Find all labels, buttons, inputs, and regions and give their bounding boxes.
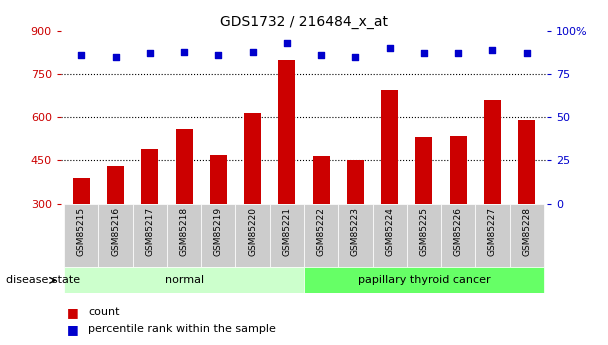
Text: ■: ■ — [67, 323, 78, 336]
FancyBboxPatch shape — [304, 204, 338, 267]
Bar — [141, 149, 159, 204]
Bar — [244, 113, 261, 204]
Point — [111, 54, 120, 60]
Text: GSM85221: GSM85221 — [282, 207, 291, 256]
Text: GSM85219: GSM85219 — [214, 207, 223, 256]
Bar — [415, 137, 432, 204]
Bar — [210, 155, 227, 204]
Point — [522, 51, 531, 56]
Text: GSM85224: GSM85224 — [385, 207, 394, 256]
Text: count: count — [88, 307, 120, 317]
Bar — [484, 100, 501, 204]
Point — [351, 54, 361, 60]
Bar — [107, 166, 124, 204]
Text: GSM85227: GSM85227 — [488, 207, 497, 256]
Text: disease state: disease state — [6, 275, 80, 285]
Text: GSM85228: GSM85228 — [522, 207, 531, 256]
Text: ■: ■ — [67, 306, 78, 319]
Text: GSM85217: GSM85217 — [145, 207, 154, 256]
Point — [488, 47, 497, 53]
Bar — [381, 90, 398, 204]
FancyBboxPatch shape — [338, 204, 373, 267]
FancyBboxPatch shape — [64, 267, 304, 293]
Text: GSM85222: GSM85222 — [317, 207, 326, 256]
FancyBboxPatch shape — [407, 204, 441, 267]
Text: percentile rank within the sample: percentile rank within the sample — [88, 325, 276, 334]
Bar — [347, 160, 364, 204]
Point — [179, 49, 189, 55]
Title: GDS1732 / 216484_x_at: GDS1732 / 216484_x_at — [220, 14, 388, 29]
FancyBboxPatch shape — [98, 204, 133, 267]
Text: GSM85226: GSM85226 — [454, 207, 463, 256]
Text: GSM85215: GSM85215 — [77, 207, 86, 256]
FancyBboxPatch shape — [201, 204, 235, 267]
Point — [247, 49, 257, 55]
FancyBboxPatch shape — [64, 204, 98, 267]
Point — [419, 51, 429, 56]
Bar — [176, 129, 193, 204]
Point — [77, 52, 86, 58]
Text: GSM85216: GSM85216 — [111, 207, 120, 256]
FancyBboxPatch shape — [373, 204, 407, 267]
Text: GSM85223: GSM85223 — [351, 207, 360, 256]
Bar — [518, 120, 535, 204]
Text: GSM85220: GSM85220 — [248, 207, 257, 256]
Bar — [278, 60, 295, 204]
Point — [282, 40, 292, 46]
Bar — [313, 156, 330, 204]
Text: papillary thyroid cancer: papillary thyroid cancer — [358, 275, 490, 285]
FancyBboxPatch shape — [167, 204, 201, 267]
Text: normal: normal — [165, 275, 204, 285]
FancyBboxPatch shape — [304, 267, 544, 293]
FancyBboxPatch shape — [510, 204, 544, 267]
Point — [213, 52, 223, 58]
Bar — [73, 178, 90, 204]
Point — [454, 51, 463, 56]
FancyBboxPatch shape — [441, 204, 475, 267]
Point — [145, 51, 154, 56]
FancyBboxPatch shape — [270, 204, 304, 267]
Text: GSM85218: GSM85218 — [179, 207, 188, 256]
Text: GSM85225: GSM85225 — [420, 207, 429, 256]
Point — [385, 46, 395, 51]
Bar — [449, 136, 467, 204]
FancyBboxPatch shape — [235, 204, 270, 267]
Point — [316, 52, 326, 58]
FancyBboxPatch shape — [133, 204, 167, 267]
FancyBboxPatch shape — [475, 204, 510, 267]
